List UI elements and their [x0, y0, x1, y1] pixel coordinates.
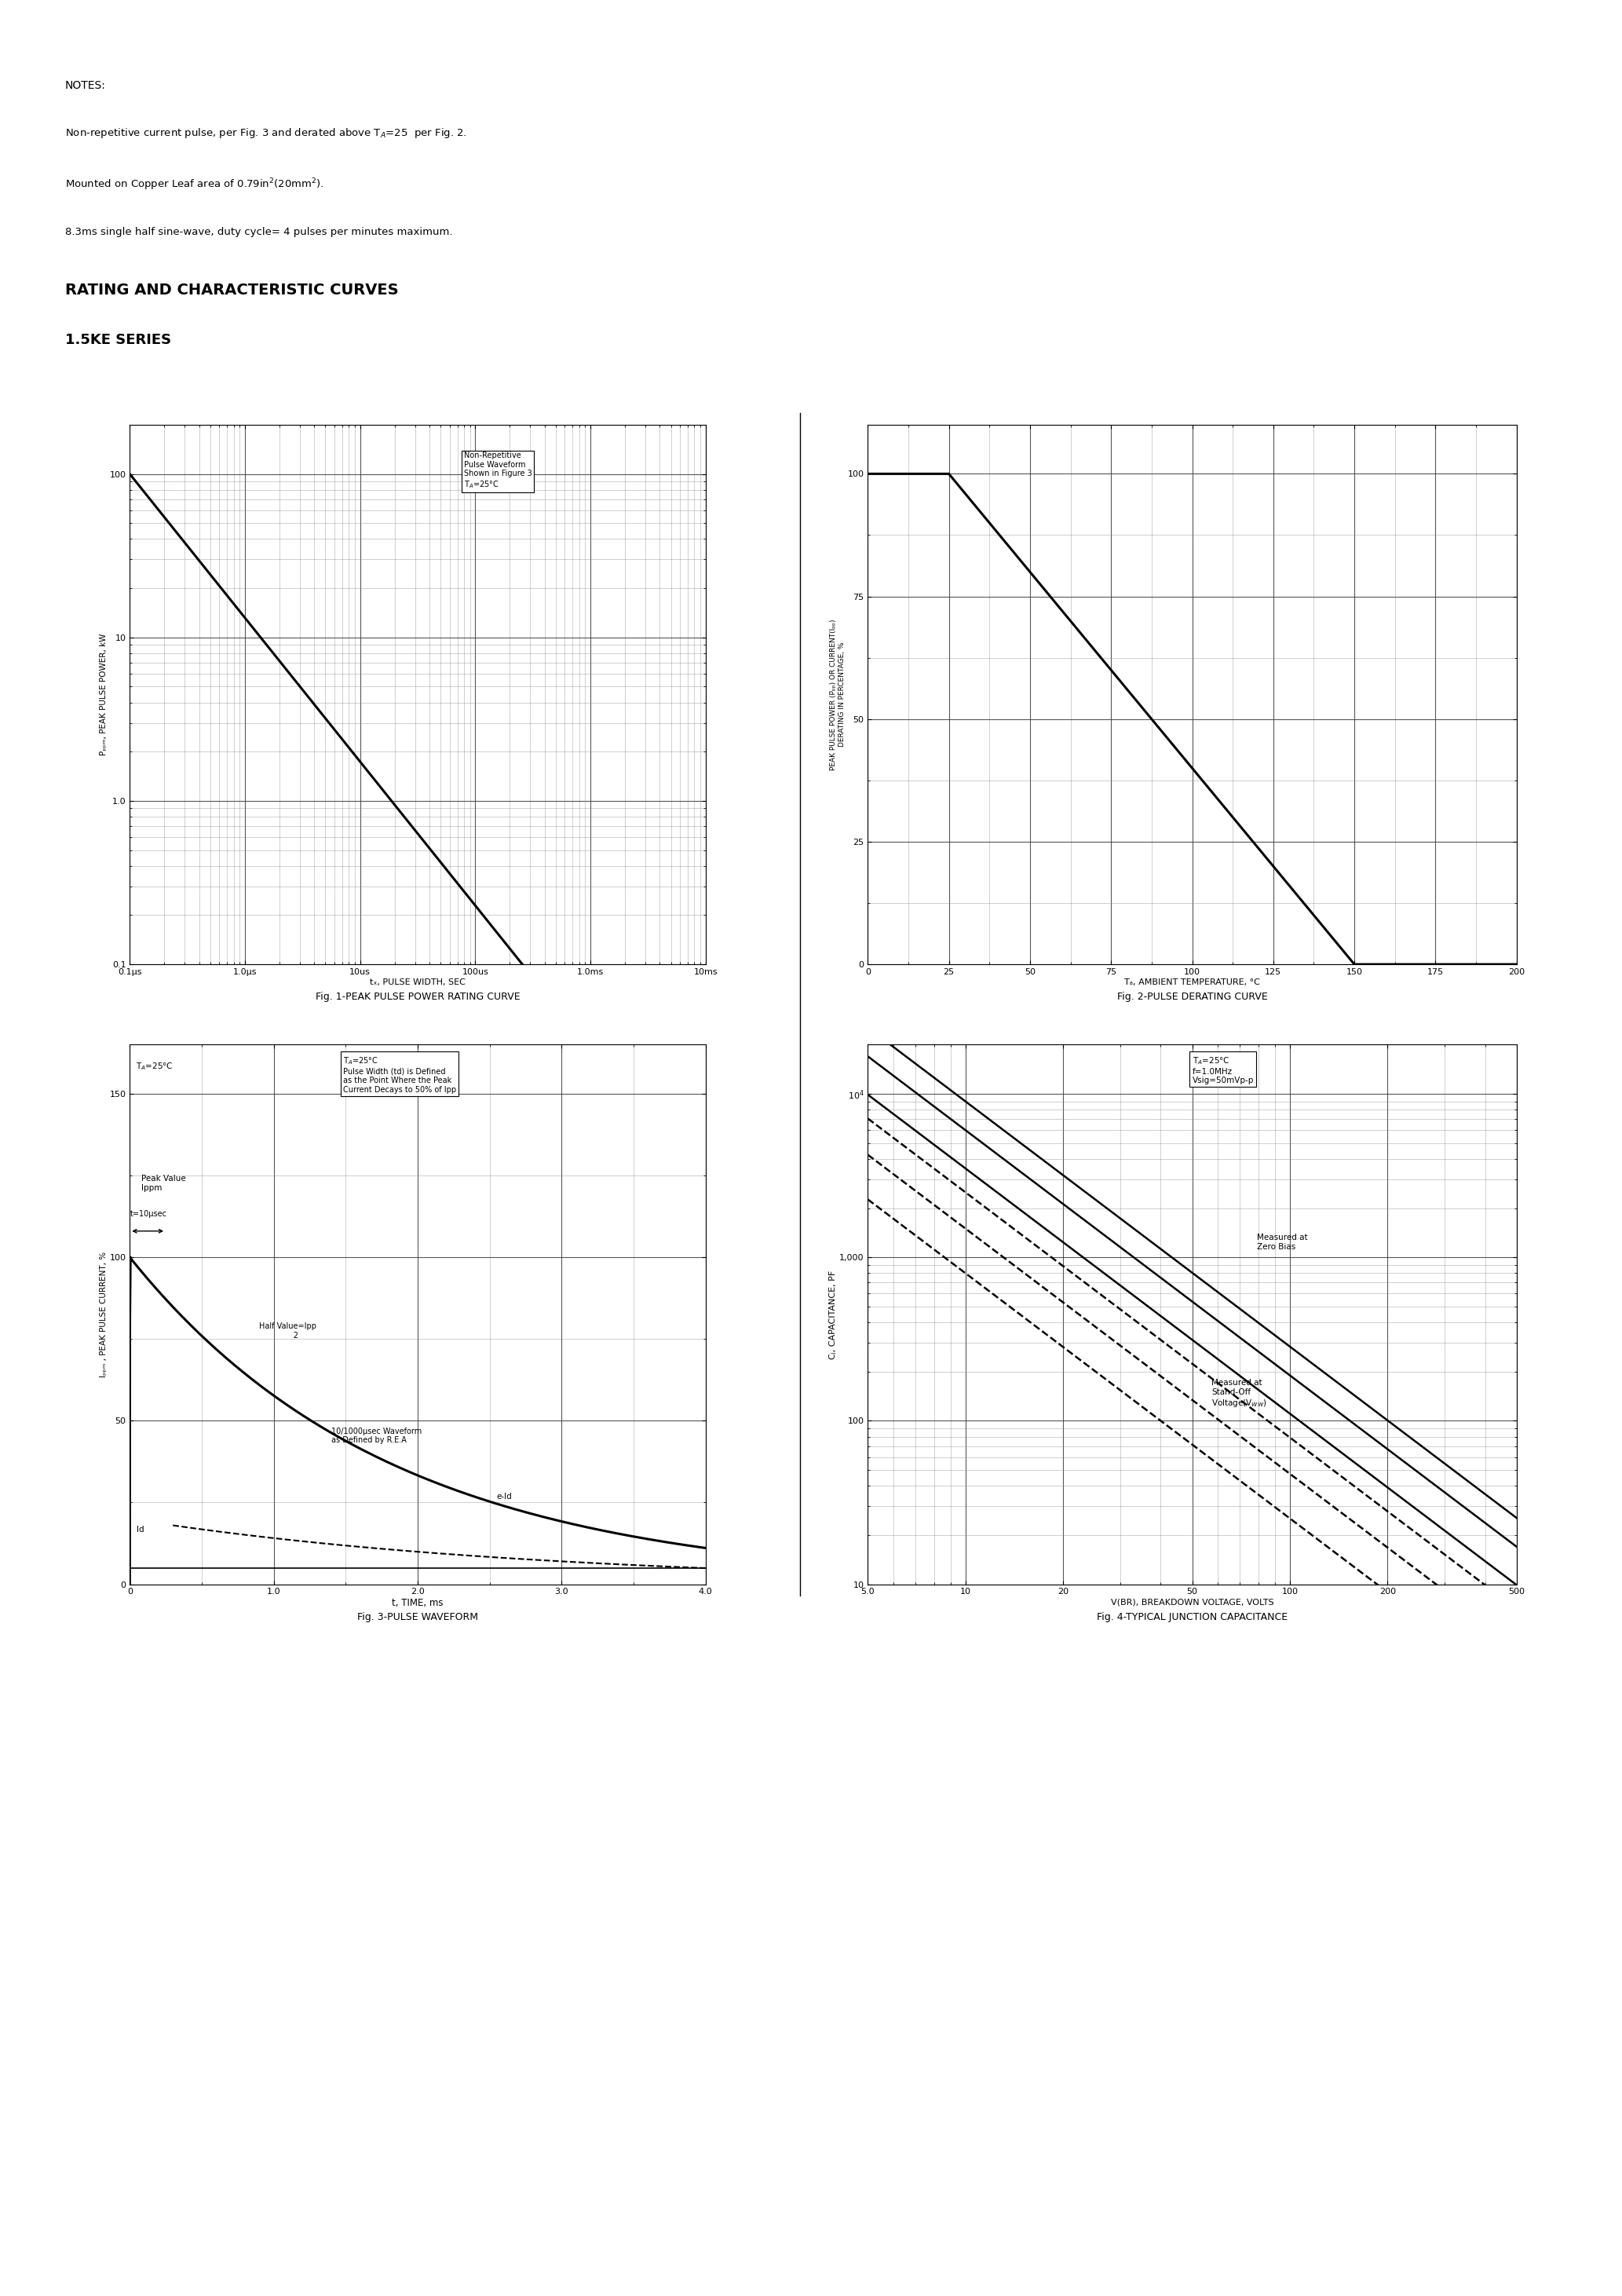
Text: Non-Repetitive
Pulse Waveform
Shown in Figure 3
T$_A$=25°C: Non-Repetitive Pulse Waveform Shown in F…	[464, 452, 532, 491]
Text: Mounted on Copper Leaf area of 0.79in$^2$(20mm$^2$).: Mounted on Copper Leaf area of 0.79in$^2…	[65, 177, 324, 193]
Text: Fig. 2-PULSE DERATING CURVE: Fig. 2-PULSE DERATING CURVE	[1118, 992, 1267, 1001]
Text: Non-repetitive current pulse, per Fig. 3 and derated above T$_A$=25  per Fig. 2.: Non-repetitive current pulse, per Fig. 3…	[65, 126, 467, 140]
Text: Half Value=Ipp
              2: Half Value=Ipp 2	[260, 1322, 316, 1339]
Text: Fig. 3-PULSE WAVEFORM: Fig. 3-PULSE WAVEFORM	[357, 1612, 478, 1621]
Y-axis label: PEAK PULSE POWER (Pₚₚ) OR CURRENT(Iₚₚ)
DERATING IN PERCENTAGE, %: PEAK PULSE POWER (Pₚₚ) OR CURRENT(Iₚₚ) D…	[830, 620, 845, 769]
Y-axis label: Iₚₚₘ , PEAK PULSE CURRENT, %: Iₚₚₘ , PEAK PULSE CURRENT, %	[99, 1251, 107, 1378]
Text: 1.5KE SERIES: 1.5KE SERIES	[65, 333, 170, 347]
Text: T$_A$=25°C
f=1.0MHz
Vsig=50mVp-p: T$_A$=25°C f=1.0MHz Vsig=50mVp-p	[1192, 1056, 1254, 1084]
Y-axis label: Pₚₚₘ, PEAK PULSE POWER, kW: Pₚₚₘ, PEAK PULSE POWER, kW	[99, 634, 107, 755]
Text: Id: Id	[136, 1525, 144, 1534]
Text: Fig. 4-TYPICAL JUNCTION CAPACITANCE: Fig. 4-TYPICAL JUNCTION CAPACITANCE	[1096, 1612, 1288, 1621]
Text: NOTES:: NOTES:	[65, 80, 105, 92]
Text: Measured at
Stand-Off
Voltage(V$_{WW}$): Measured at Stand-Off Voltage(V$_{WW}$)	[1212, 1380, 1267, 1410]
Y-axis label: Cⱼ, CAPACITANCE, PF: Cⱼ, CAPACITANCE, PF	[829, 1270, 837, 1359]
Text: t=10μsec: t=10μsec	[130, 1210, 167, 1217]
Text: T$_A$=25°C: T$_A$=25°C	[136, 1061, 174, 1072]
Text: RATING AND CHARACTERISTIC CURVES: RATING AND CHARACTERISTIC CURVES	[65, 282, 399, 296]
Text: T$_A$=25°C
Pulse Width (td) is Defined
as the Point Where the Peak
Current Decay: T$_A$=25°C Pulse Width (td) is Defined a…	[342, 1056, 456, 1093]
X-axis label: V(BR), BREAKDOWN VOLTAGE, VOLTS: V(BR), BREAKDOWN VOLTAGE, VOLTS	[1111, 1598, 1273, 1605]
Text: e-Id: e-Id	[496, 1492, 513, 1502]
Text: 10/1000μsec Waveform
as Defined by R.E.A: 10/1000μsec Waveform as Defined by R.E.A	[331, 1428, 422, 1444]
Text: Measured at
Zero Bias: Measured at Zero Bias	[1257, 1233, 1307, 1251]
X-axis label: tₓ, PULSE WIDTH, SEC: tₓ, PULSE WIDTH, SEC	[370, 978, 466, 985]
Text: 8.3ms single half sine-wave, duty cycle= 4 pulses per minutes maximum.: 8.3ms single half sine-wave, duty cycle=…	[65, 227, 453, 236]
X-axis label: Tₐ, AMBIENT TEMPERATURE, °C: Tₐ, AMBIENT TEMPERATURE, °C	[1124, 978, 1260, 985]
Text: Peak Value
Ippm: Peak Value Ippm	[141, 1176, 187, 1192]
Text: Fig. 1-PEAK PULSE POWER RATING CURVE: Fig. 1-PEAK PULSE POWER RATING CURVE	[315, 992, 521, 1001]
X-axis label: t, TIME, ms: t, TIME, ms	[393, 1598, 443, 1607]
